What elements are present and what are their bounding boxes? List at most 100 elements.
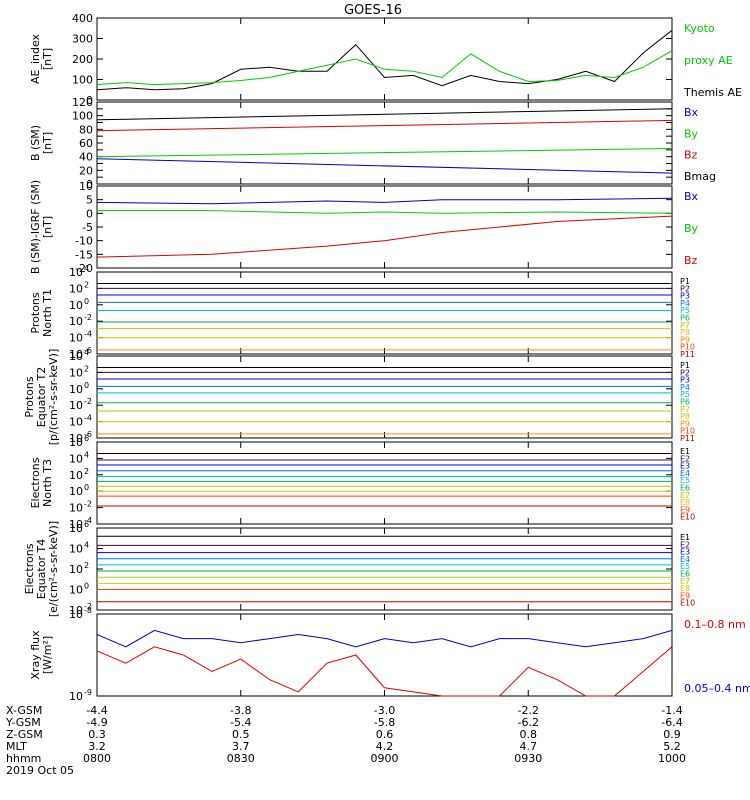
legend-entry: Bmag xyxy=(684,170,716,183)
y-tick-label: 10 xyxy=(69,452,83,465)
y-axis-label-line: [p/(cm²-s-sr-keV)] xyxy=(47,349,60,446)
y-axis-label: AE_index [nT] xyxy=(29,33,54,84)
x-axis-value: 0.9 xyxy=(663,728,681,741)
series-line xyxy=(96,119,673,132)
series-line xyxy=(96,197,673,205)
panel-frame xyxy=(96,185,673,269)
y-tick-label: 10 xyxy=(69,584,83,597)
channel-label: P8 xyxy=(680,412,690,421)
series-line xyxy=(96,215,673,258)
x-axis-value: -3.0 xyxy=(374,704,395,717)
channel-label: E7 xyxy=(680,491,690,500)
x-axis-value: 0830 xyxy=(227,752,255,765)
x-axis-value: 0900 xyxy=(371,752,399,765)
y-tick-label: 400 xyxy=(72,12,93,25)
panel-frame xyxy=(96,441,673,525)
x-axis-row-label: X-GSM xyxy=(6,704,42,717)
x-axis-value: 0.8 xyxy=(520,728,538,741)
x-axis-value: 0.3 xyxy=(88,728,106,741)
y-axis-label: Protons North T1 xyxy=(29,289,54,337)
channel-label: P6 xyxy=(680,314,690,323)
legend-entry: 0.05–0.4 nm xyxy=(684,682,750,695)
x-axis-value: -2.2 xyxy=(518,704,539,717)
legend-entry: Kyoto xyxy=(684,22,715,35)
y-axis-label: Electrons Equator T4 [e/(cm²-s-sr-keV)] xyxy=(23,521,60,617)
y-tick-exponent: 0 xyxy=(84,483,89,492)
x-axis-value: 4.7 xyxy=(520,740,538,753)
y-axis-label-line: [W/m²] xyxy=(41,636,54,674)
y-tick-label: 60 xyxy=(79,137,93,150)
y-tick-label: 20 xyxy=(79,164,93,177)
y-tick-exponent: -4 xyxy=(84,516,92,525)
y-axis-label-line: Electrons xyxy=(29,457,42,508)
y-tick-label: -20 xyxy=(75,262,93,275)
x-axis-row-label: MLT xyxy=(6,740,27,753)
channel-label: P11 xyxy=(680,434,695,443)
y-tick-exponent: -2 xyxy=(84,500,92,509)
legend-entry: Bz xyxy=(684,149,698,162)
channel-label: E2 xyxy=(680,540,690,549)
legend-entry: Bz xyxy=(684,254,698,267)
x-axis-value: -3.8 xyxy=(230,704,251,717)
channel-label: P10 xyxy=(680,427,695,436)
channel-label: P4 xyxy=(680,299,690,308)
channel-label: E8 xyxy=(680,498,690,507)
x-axis-value: 0800 xyxy=(83,752,111,765)
y-axis-label-line: Equator T2 xyxy=(35,367,48,427)
panel-frame xyxy=(96,271,673,355)
y-tick-label: 10 xyxy=(69,315,83,328)
y-tick-exponent: -4 xyxy=(84,414,92,423)
channel-label: E1 xyxy=(680,533,690,542)
x-axis-row-label: Z-GSM xyxy=(6,728,43,741)
y-tick-label: 10 xyxy=(69,608,83,621)
y-axis-label-line: [nT] xyxy=(41,216,54,238)
y-axis-label-line: AE_index xyxy=(29,33,42,84)
y-tick-label: 5 xyxy=(86,194,93,207)
y-tick-label: 10 xyxy=(69,436,83,449)
y-tick-exponent: 6 xyxy=(84,520,89,529)
y-tick-exponent: -2 xyxy=(84,397,92,406)
channel-label: E4 xyxy=(680,469,690,478)
y-tick-label: 10 xyxy=(69,266,83,279)
channel-label: P4 xyxy=(680,383,690,392)
legend-entry: 0.1–0.8 nm xyxy=(684,618,746,631)
channel-label: P9 xyxy=(680,335,690,344)
legend-entry: By xyxy=(684,127,699,140)
series-line xyxy=(96,646,673,697)
y-tick-label: 10 xyxy=(69,690,83,703)
y-tick-exponent: -6 xyxy=(84,346,92,355)
channel-label: P3 xyxy=(680,292,690,301)
y-tick-label: 80 xyxy=(79,123,93,136)
channel-label: E2 xyxy=(680,454,690,463)
series-line xyxy=(96,148,673,158)
y-tick-label: 120 xyxy=(72,96,93,109)
y-tick-label: 10 xyxy=(69,282,83,295)
channel-label: E5 xyxy=(680,562,690,571)
channel-label: P5 xyxy=(680,306,690,315)
x-axis-row-label: Y-GSM xyxy=(5,716,41,729)
y-axis-label: Electrons North T3 xyxy=(29,457,54,508)
y-axis-label: Xray flux [W/m²] xyxy=(29,630,54,680)
y-tick-label: 10 xyxy=(69,350,83,363)
y-tick-label: 10 xyxy=(79,180,93,193)
y-tick-exponent: 2 xyxy=(84,280,89,289)
panel-frame xyxy=(96,17,673,101)
y-tick-exponent: 2 xyxy=(84,467,89,476)
y-tick-exponent: -4 xyxy=(84,330,92,339)
x-axis-value: 5.2 xyxy=(663,740,681,753)
channel-label: E3 xyxy=(680,548,690,557)
y-axis-label-line: [e/(cm²-s-sr-keV)] xyxy=(47,521,60,617)
y-tick-label: 10 xyxy=(69,348,83,361)
channel-label: P6 xyxy=(680,398,690,407)
x-axis-value: 0930 xyxy=(514,752,542,765)
y-tick-label: -15 xyxy=(75,248,93,261)
x-axis-value: 0.5 xyxy=(232,728,250,741)
y-tick-label: 300 xyxy=(72,33,93,46)
panel-frame xyxy=(96,355,673,439)
channel-label: E5 xyxy=(680,476,690,485)
x-axis-row-label: hhmm xyxy=(6,752,41,765)
legend-entry: Themis AE xyxy=(683,86,742,99)
